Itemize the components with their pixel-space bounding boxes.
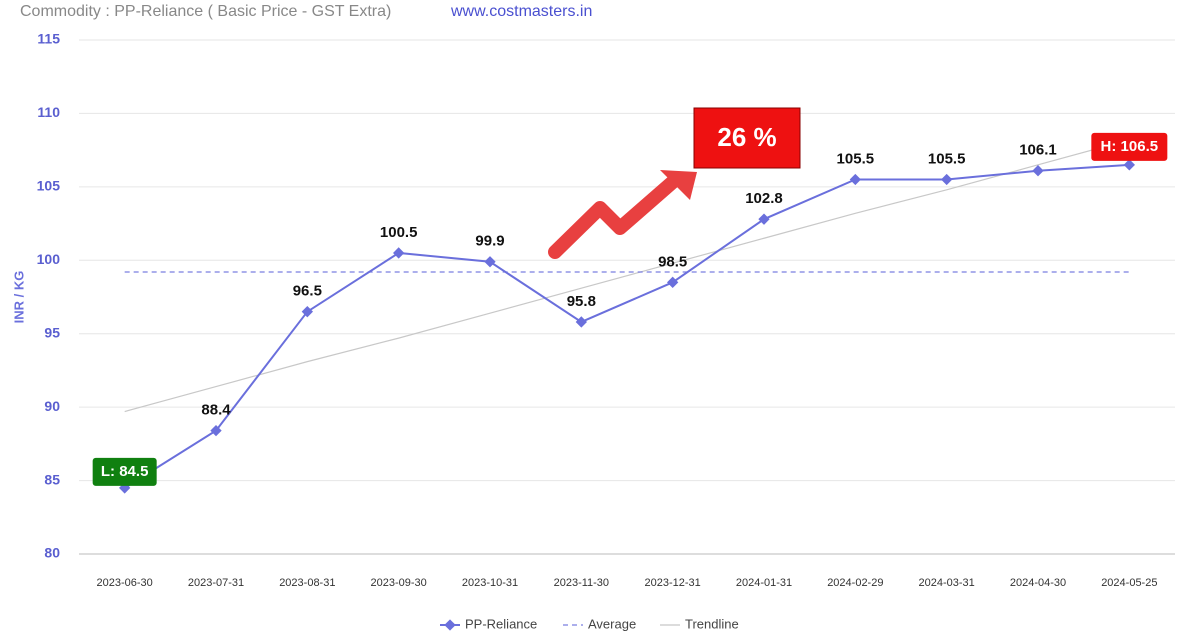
annotation: 26 % bbox=[717, 122, 776, 152]
data-label: 100.5 bbox=[380, 224, 418, 241]
y-tick-label: 110 bbox=[37, 104, 60, 120]
data-label: 105.5 bbox=[928, 150, 966, 167]
x-tick-label: 2023-07-31 bbox=[188, 577, 244, 589]
x-tick-label: 2023-08-31 bbox=[279, 577, 335, 589]
y-tick-label: 105 bbox=[37, 178, 61, 194]
data-label: H: 106.5 bbox=[1101, 138, 1159, 155]
point-marker bbox=[667, 276, 679, 288]
x-tick-label: 2023-06-30 bbox=[97, 577, 153, 589]
point-marker bbox=[1123, 159, 1135, 171]
data-label: 98.5 bbox=[658, 253, 687, 270]
x-tick-label: 2023-11-30 bbox=[554, 577, 609, 589]
x-tick-label: 2023-10-31 bbox=[462, 577, 518, 589]
data-label: 105.5 bbox=[837, 150, 875, 167]
series-line bbox=[124, 139, 1130, 413]
point-marker bbox=[575, 316, 587, 328]
chart-subtitle: www.costmasters.in bbox=[450, 3, 592, 20]
high-label-box bbox=[1091, 132, 1168, 161]
x-tick-label: 2023-12-31 bbox=[645, 577, 701, 589]
data-label: 96.5 bbox=[293, 283, 322, 300]
x-tick-label: 2024-05-25 bbox=[1101, 577, 1157, 589]
data-label: L: 84.5 bbox=[101, 463, 149, 480]
y-tick-label: 90 bbox=[44, 398, 60, 414]
y-tick-label: 115 bbox=[37, 31, 60, 47]
data-label: 95.8 bbox=[567, 293, 596, 310]
series-line bbox=[124, 163, 1130, 489]
legend-label: PP-Reliance bbox=[465, 616, 537, 631]
chart-title: Commodity : PP-Reliance ( Basic Price - … bbox=[20, 3, 391, 20]
annotation-box bbox=[693, 107, 801, 169]
data-label: 99.9 bbox=[475, 233, 504, 250]
data-label: 88.4 bbox=[201, 402, 231, 419]
x-tick-label: 2024-04-30 bbox=[1010, 577, 1066, 589]
data-label: 106.1 bbox=[1019, 142, 1057, 159]
data-label: 102.8 bbox=[745, 190, 783, 207]
y-axis-label: INR / KG bbox=[11, 271, 26, 324]
y-tick-label: 80 bbox=[44, 545, 60, 561]
trend-arrow bbox=[548, 173, 682, 259]
point-marker bbox=[758, 213, 770, 225]
y-tick-label: 100 bbox=[37, 251, 61, 267]
x-tick-label: 2023-09-30 bbox=[371, 577, 427, 589]
arrow-head bbox=[660, 170, 697, 200]
y-tick-label: 95 bbox=[44, 324, 60, 340]
legend-label: Average bbox=[588, 616, 636, 631]
point-marker bbox=[393, 247, 405, 259]
legend-marker bbox=[444, 619, 456, 631]
x-tick-label: 2024-03-31 bbox=[919, 577, 975, 589]
point-marker bbox=[484, 256, 496, 268]
x-tick-label: 2024-02-29 bbox=[827, 577, 883, 589]
legend-label: Trendline bbox=[685, 616, 739, 631]
low-label-box bbox=[92, 457, 157, 486]
point-marker bbox=[849, 173, 861, 186]
point-marker bbox=[301, 306, 313, 318]
grid: 80 85 90 95 100 105 110 115 bbox=[37, 31, 1175, 561]
y-tick-label: 85 bbox=[44, 471, 60, 487]
point-marker bbox=[1032, 165, 1044, 177]
point-marker bbox=[941, 173, 953, 186]
point-marker bbox=[210, 424, 222, 437]
x-tick-label: 2024-01-31 bbox=[736, 577, 792, 589]
